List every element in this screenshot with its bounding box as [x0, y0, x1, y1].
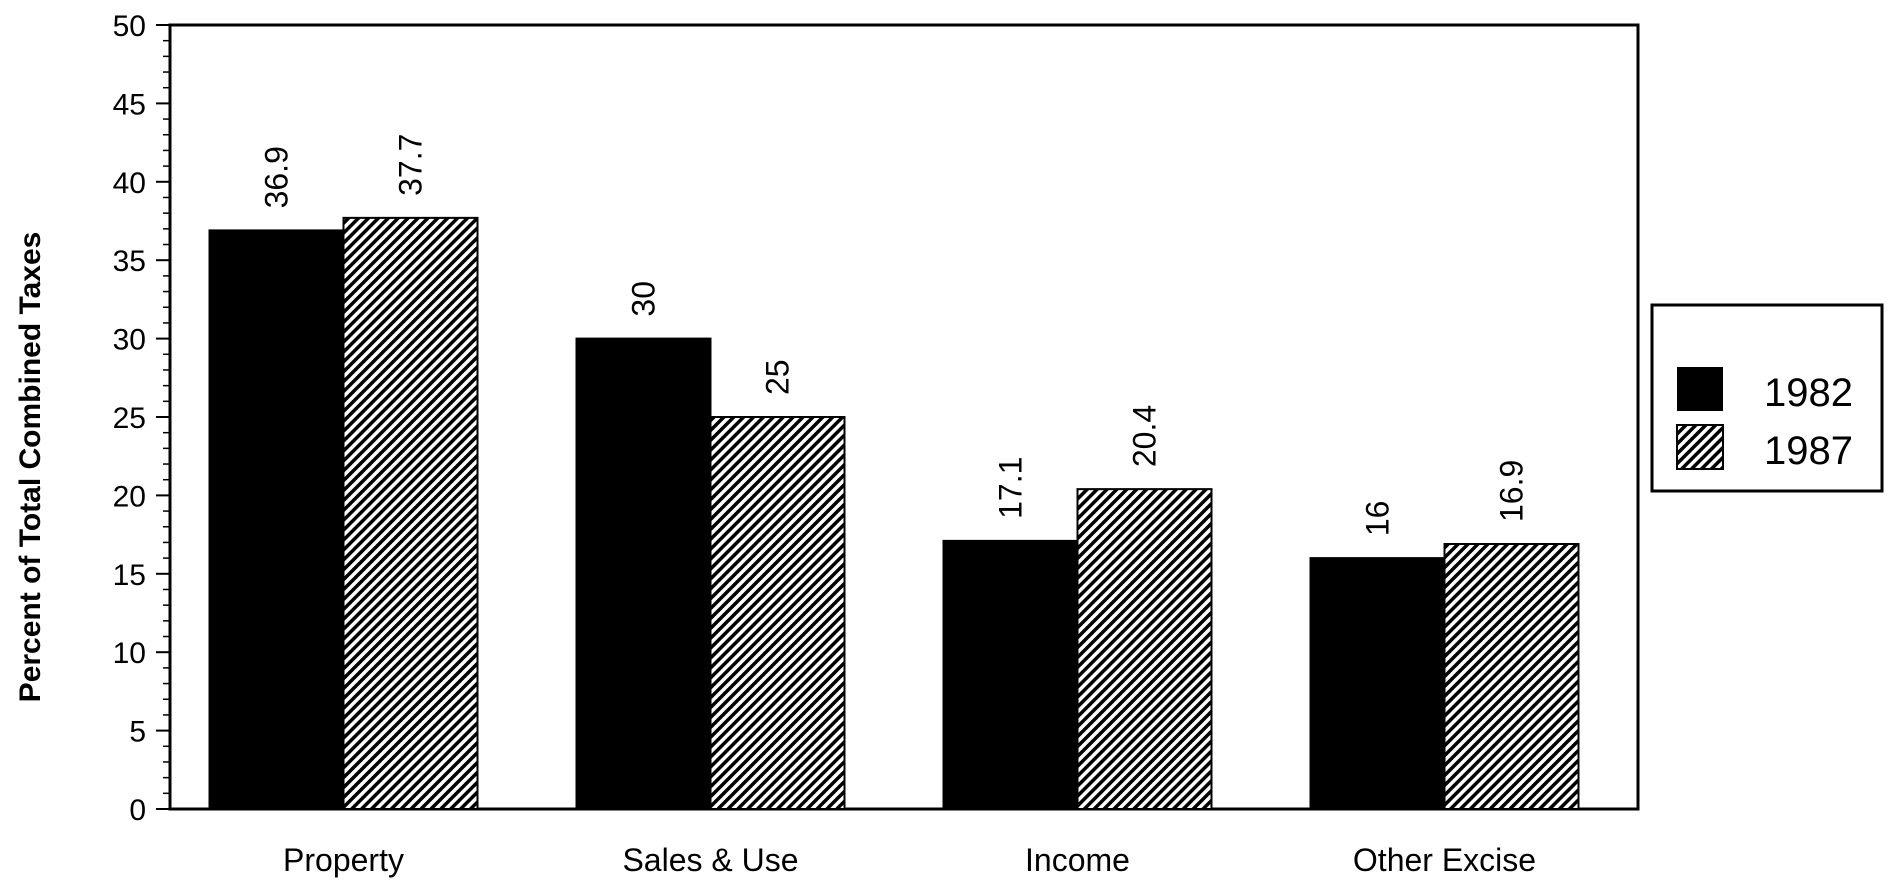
data-label: 36.9 [259, 146, 295, 208]
bar-1987-1 [709, 416, 846, 810]
data-label: 17.1 [993, 457, 1029, 519]
y-tick-label: 5 [129, 716, 146, 749]
y-tick-label: 50 [113, 10, 146, 43]
bar-1982-3 [1309, 557, 1446, 810]
category-label: Sales & Use [622, 842, 798, 878]
bars [208, 216, 1580, 810]
bar-1987-2 [1076, 488, 1213, 810]
y-tick-label: 0 [129, 794, 146, 827]
data-label: 30 [626, 281, 662, 317]
data-label: 16 [1360, 501, 1396, 537]
bar-1987-3 [1443, 543, 1580, 810]
legend-label-1982: 1982 [1764, 371, 1853, 415]
bar-1982-1 [575, 337, 712, 810]
y-tick-label: 30 [113, 324, 146, 357]
y-tick-label: 40 [113, 167, 146, 200]
legend-swatch-1982 [1677, 367, 1723, 411]
data-label: 25 [760, 359, 796, 395]
data-label: 37.7 [393, 134, 429, 196]
legend-label-1987: 1987 [1764, 429, 1853, 473]
y-tick-label: 25 [113, 402, 146, 435]
y-tick-label: 45 [113, 88, 146, 121]
y-tick-label: 15 [113, 559, 146, 592]
bar-1987-0 [342, 216, 479, 810]
category-label: Other Excise [1353, 842, 1536, 878]
category-label: Income [1025, 842, 1130, 878]
y-tick-label: 10 [113, 637, 146, 670]
bar-1982-0 [208, 229, 345, 810]
y-tick-label: 20 [113, 480, 146, 513]
bar-1982-2 [942, 539, 1079, 810]
legend: 1982 1987 [1650, 303, 1884, 493]
x-axis-labels: Property Sales & Use Income Other Excise [283, 842, 1536, 878]
y-axis-title: Percent of Total Combined Taxes [14, 232, 47, 703]
data-label: 20.4 [1127, 405, 1163, 467]
data-label: 16.9 [1494, 460, 1530, 522]
y-axis: 0 5 10 15 20 25 30 35 40 45 50 [113, 10, 170, 827]
legend-swatch-1987 [1676, 424, 1724, 470]
y-tick-label: 35 [113, 245, 146, 278]
data-labels: 36.9 37.7 30 25 17.1 20.4 16 16.9 [259, 134, 1530, 537]
category-label: Property [283, 842, 404, 878]
